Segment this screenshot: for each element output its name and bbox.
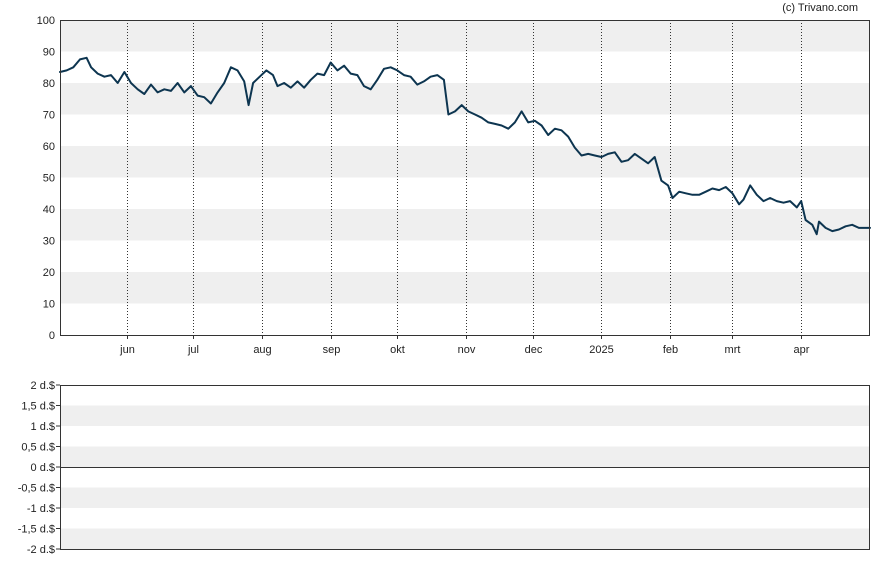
x-tick-label: sep bbox=[323, 344, 341, 356]
x-tick-label: jul bbox=[187, 344, 199, 356]
y-tick-label: 1,5 d.$ bbox=[21, 401, 55, 413]
y-tick-label: 0,5 d.$ bbox=[21, 442, 55, 454]
plot-frame bbox=[60, 385, 870, 550]
y-tick-label: -2 d.$ bbox=[27, 544, 55, 556]
y-tick-label: -0,5 d.$ bbox=[18, 483, 55, 495]
y-tick-label: 30 bbox=[43, 236, 55, 248]
price-line bbox=[59, 56, 871, 236]
grid-band bbox=[60, 405, 870, 426]
y-tick-label: 10 bbox=[43, 299, 55, 311]
y-tick-label: 50 bbox=[43, 173, 55, 185]
chart-credit: (c) Trivano.com bbox=[782, 2, 858, 14]
y-tick-label: 40 bbox=[43, 204, 55, 216]
x-tick-label: jun bbox=[119, 344, 135, 356]
grid-band bbox=[60, 146, 870, 178]
x-tick-label: feb bbox=[663, 344, 678, 356]
y-tick-label: 1 d.$ bbox=[31, 421, 55, 433]
y-tick-label: -1,5 d.$ bbox=[18, 524, 55, 536]
x-tick-label: 2025 bbox=[589, 344, 613, 356]
plot-frame bbox=[60, 20, 870, 336]
grid-band bbox=[60, 487, 870, 508]
grid-band bbox=[60, 446, 870, 467]
dividend-chart: 2 d.$ 1,5 d.$ 1 d.$ 0,5 d.$ 0 d.$ -0,5 d.$ -1 … bbox=[18, 380, 870, 556]
x-tick-label: okt bbox=[390, 344, 405, 356]
grid-band bbox=[60, 20, 870, 52]
x-tick-label: nov bbox=[458, 344, 476, 356]
y-tick-label: 0 bbox=[49, 330, 55, 342]
y-tick-label: 100 bbox=[37, 15, 55, 27]
grid-band bbox=[60, 528, 870, 549]
y-tick-label: 80 bbox=[43, 78, 55, 90]
x-tick-label: apr bbox=[794, 344, 810, 356]
x-tick-label: dec bbox=[525, 344, 543, 356]
y-tick-label: 0 d.$ bbox=[31, 462, 55, 474]
y-tick-label: 70 bbox=[43, 110, 55, 122]
x-tick-label: aug bbox=[253, 344, 271, 356]
y-tick-label: 20 bbox=[43, 267, 55, 279]
x-tick-label: mrt bbox=[725, 344, 741, 356]
grid-band bbox=[60, 209, 870, 241]
grid-band bbox=[60, 272, 870, 304]
y-tick-label: -1 d.$ bbox=[27, 503, 55, 515]
y-tick-label: 90 bbox=[43, 47, 55, 59]
y-tick-label: 60 bbox=[43, 141, 55, 153]
price-chart: 0 10 20 30 40 50 60 70 80 90 100 jun jul aug sep okt nov… bbox=[37, 15, 871, 356]
y-tick-label: 2 d.$ bbox=[31, 380, 55, 392]
